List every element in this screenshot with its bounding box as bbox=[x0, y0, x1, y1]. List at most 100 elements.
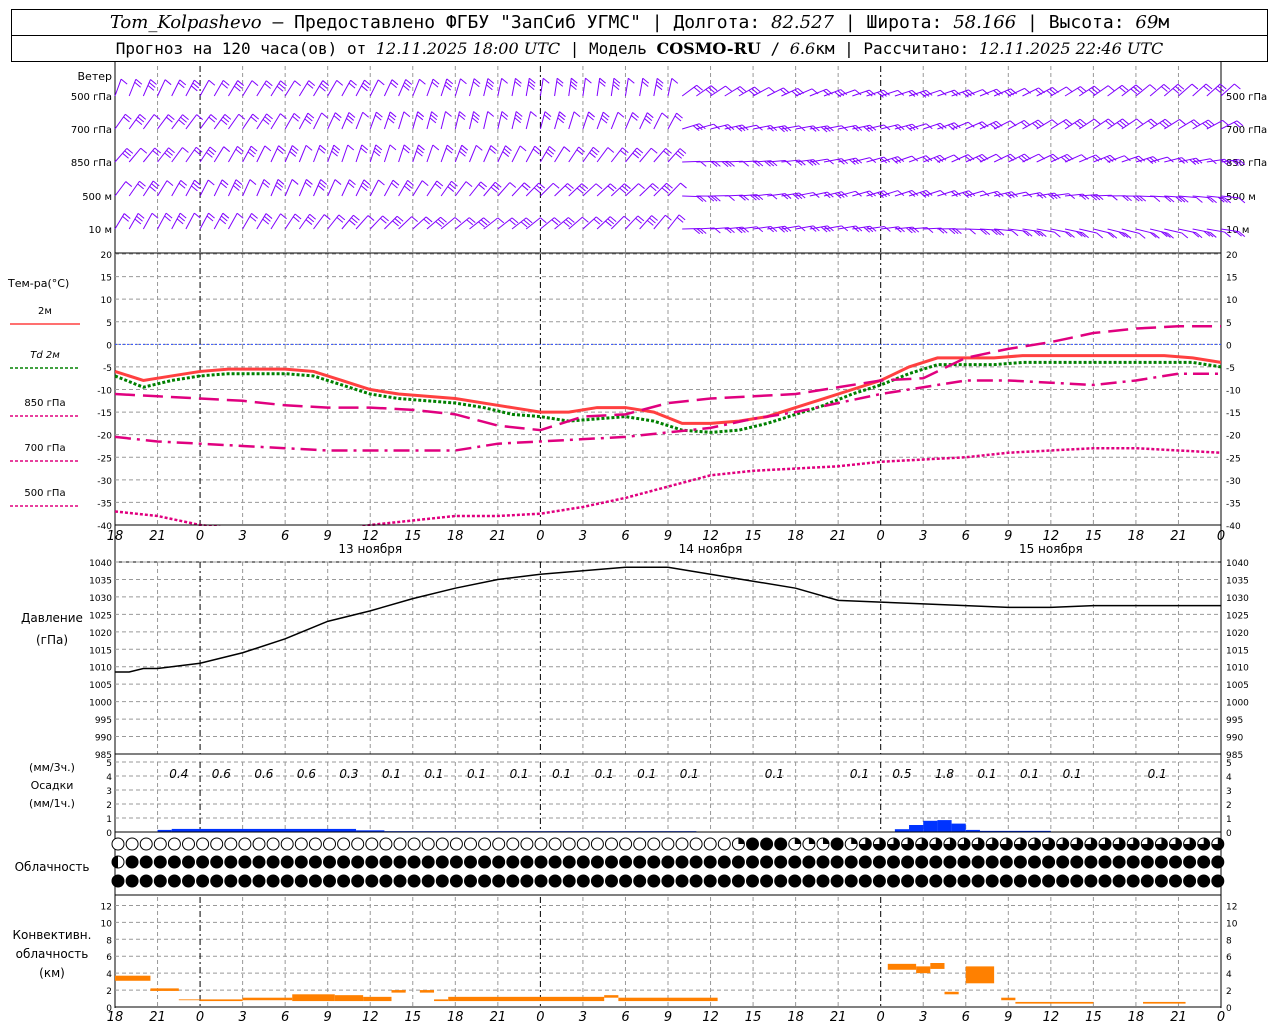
wind-barb-feather bbox=[348, 82, 356, 89]
wind-barb-feather bbox=[645, 115, 653, 122]
wind-barb bbox=[128, 79, 137, 97]
wind-barb-feather bbox=[751, 88, 759, 95]
wind-barb-feather bbox=[1178, 196, 1186, 203]
wind-barb bbox=[525, 111, 532, 130]
cloud-symbol bbox=[365, 855, 379, 869]
cloud-symbol bbox=[605, 837, 618, 851]
cloud-symbol bbox=[323, 855, 336, 869]
wind-barb bbox=[185, 114, 198, 130]
wind-barb-feather bbox=[1034, 121, 1042, 128]
cloud-symbol bbox=[872, 855, 886, 869]
wind-barb-feather bbox=[954, 190, 961, 196]
precip-3h-label: 0.1 bbox=[977, 767, 996, 781]
cloud-symbol bbox=[901, 874, 915, 888]
precip-3h-label: 0.1 bbox=[467, 767, 486, 781]
wind-barb-feather bbox=[813, 225, 820, 232]
wind-barb bbox=[256, 113, 267, 130]
bottom-time-tick-label: 0 bbox=[877, 1010, 885, 1024]
wind-barb-feather bbox=[374, 147, 382, 154]
wind-barb-feather bbox=[908, 91, 916, 97]
time-tick-label: 21 bbox=[1170, 529, 1187, 544]
wind-barb-feather bbox=[275, 185, 282, 191]
conv-cloud-bar bbox=[292, 994, 335, 1002]
wind-barb bbox=[284, 113, 295, 130]
wind-barb bbox=[653, 78, 658, 97]
cloud-symbol bbox=[379, 837, 393, 851]
wind-barb bbox=[596, 147, 609, 163]
wind-barb-feather bbox=[922, 156, 930, 163]
wind-barb-feather bbox=[222, 212, 230, 219]
wind-barb bbox=[412, 111, 419, 130]
bottom-time-tick-label: 18 bbox=[1128, 1010, 1145, 1024]
temp-ytick-right: -40 bbox=[1226, 522, 1241, 532]
wind-level-label-right: 500 м bbox=[1226, 192, 1256, 203]
cloud-symbol bbox=[407, 837, 421, 851]
time-tick-label: 18 bbox=[107, 529, 124, 544]
pressure-ytick-right: 1035 bbox=[1226, 576, 1249, 586]
cloud-symbol bbox=[478, 874, 492, 888]
wind-barb-feather bbox=[349, 179, 356, 186]
wind-barb-feather bbox=[707, 195, 715, 202]
bottom-time-tick-label: 21 bbox=[149, 1010, 166, 1024]
wind-barb-feather bbox=[503, 148, 511, 155]
wind-barb-feather bbox=[425, 216, 433, 223]
cloud-symbol bbox=[252, 837, 266, 851]
wind-barb-feather bbox=[396, 215, 404, 222]
wind-barb bbox=[440, 217, 456, 230]
wind-barb-feather bbox=[939, 122, 947, 129]
wind-barb bbox=[639, 78, 644, 97]
wind-barb bbox=[128, 180, 140, 197]
bottom-time-tick-label: 9 bbox=[324, 1010, 332, 1024]
wind-barb-feather bbox=[630, 115, 638, 121]
wind-barb bbox=[284, 80, 296, 97]
precip-3h-label: 0.1 bbox=[765, 767, 784, 781]
wind-barb-feather bbox=[1181, 196, 1189, 203]
wind-barb bbox=[639, 147, 652, 163]
wind-barb-feather bbox=[431, 81, 439, 88]
precip-ytick: 0 bbox=[106, 829, 112, 839]
cloud-symbol bbox=[125, 837, 139, 851]
cloud-symbol bbox=[999, 874, 1013, 888]
temp-ylabel: Тем-ра(°C) bbox=[7, 277, 69, 290]
cloud-symbol bbox=[153, 874, 167, 888]
cloud-symbol bbox=[520, 855, 534, 869]
conv-cloud-bar bbox=[448, 996, 605, 1002]
temp-ytick: -5 bbox=[103, 364, 112, 374]
temp-ytick-right: -30 bbox=[1226, 477, 1241, 487]
temp-legend-label: 2м bbox=[38, 306, 52, 317]
wind-barb-feather bbox=[897, 90, 905, 96]
wind-barb-feather bbox=[1093, 118, 1101, 125]
wind-barb bbox=[1220, 195, 1239, 199]
wind-barb-feather bbox=[1222, 120, 1229, 126]
cloud-symbol bbox=[464, 837, 477, 851]
wind-barb-feather bbox=[663, 150, 670, 157]
wind-barb bbox=[157, 212, 167, 230]
bottom-time-tick-label: 21 bbox=[830, 1010, 847, 1024]
wind-barb-feather bbox=[1191, 83, 1199, 90]
wind-barb bbox=[525, 78, 530, 97]
wind-barb-feather bbox=[547, 148, 555, 155]
wind-barb-feather bbox=[605, 220, 612, 227]
wind-barb-feather bbox=[568, 217, 575, 223]
wind-barb-feather bbox=[262, 182, 269, 188]
time-tick-label: 9 bbox=[324, 529, 332, 544]
wind-barb-feather bbox=[1207, 119, 1215, 126]
wind-barb-feather bbox=[292, 145, 299, 151]
wind-barb-feather bbox=[150, 79, 157, 85]
wind-barb-feather bbox=[570, 84, 577, 90]
wind-barb-feather bbox=[148, 82, 156, 88]
wind-barb bbox=[228, 113, 240, 130]
wind-barb-feather bbox=[421, 180, 429, 187]
wind-barb-feather bbox=[147, 85, 155, 91]
wind-barb-feather bbox=[982, 190, 990, 197]
wind-barb bbox=[483, 78, 489, 97]
cloud-symbol bbox=[266, 837, 280, 851]
wind-barb bbox=[227, 213, 238, 230]
precip-ytick-right: 3 bbox=[1226, 787, 1232, 797]
wind-barb-feather bbox=[880, 191, 887, 198]
temp-ytick: -40 bbox=[97, 522, 112, 532]
wind-barb bbox=[199, 80, 210, 97]
cloud-symbol bbox=[1028, 855, 1041, 869]
wind-barb bbox=[440, 78, 448, 97]
